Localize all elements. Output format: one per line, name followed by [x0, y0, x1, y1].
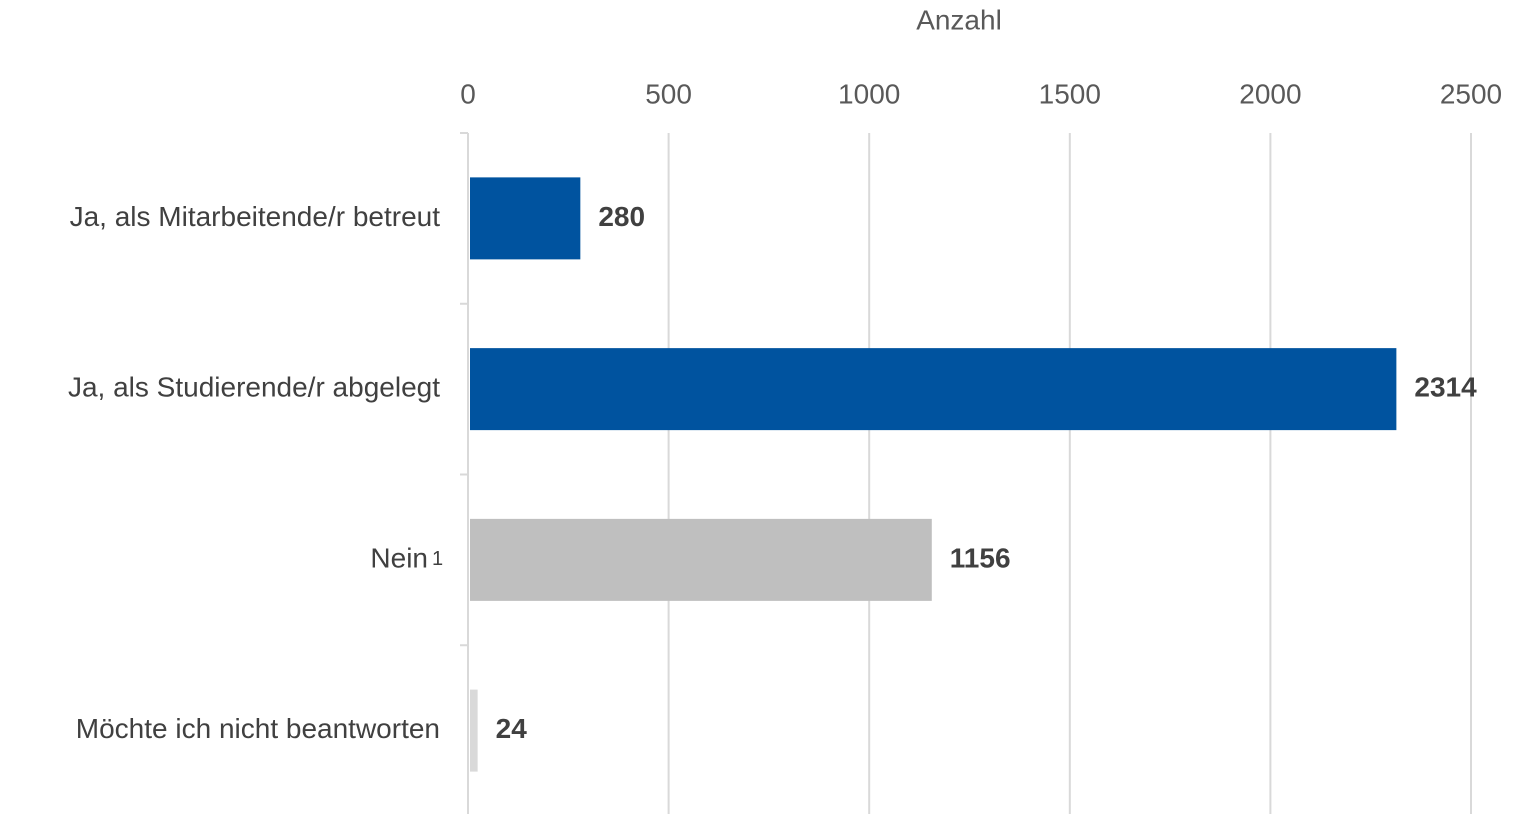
bar [470, 177, 581, 260]
category-label: Möchte ich nicht beantworten [76, 713, 440, 744]
category-label: Ja, als Studierende/r abgelegt [68, 372, 440, 403]
x-tick-label: 500 [645, 78, 692, 109]
x-tick-label: 0 [460, 78, 476, 109]
value-label: 1156 [950, 542, 1011, 573]
x-tick-label: 2500 [1440, 78, 1502, 109]
value-label: 24 [496, 713, 528, 744]
category-label: Ja, als Mitarbeitende/r betreut [70, 201, 441, 232]
footnote-mark: 1 [432, 548, 443, 570]
bar [470, 689, 478, 772]
x-tick-label: 1500 [1039, 78, 1101, 109]
x-tick-label: 1000 [838, 78, 900, 109]
value-label: 2314 [1414, 372, 1477, 403]
bar [470, 348, 1397, 431]
axis-title: Anzahl [916, 4, 1002, 35]
category-label: Nein [370, 542, 428, 573]
x-tick-label: 2000 [1239, 78, 1301, 109]
value-label: 280 [598, 201, 645, 232]
bar [470, 518, 932, 601]
